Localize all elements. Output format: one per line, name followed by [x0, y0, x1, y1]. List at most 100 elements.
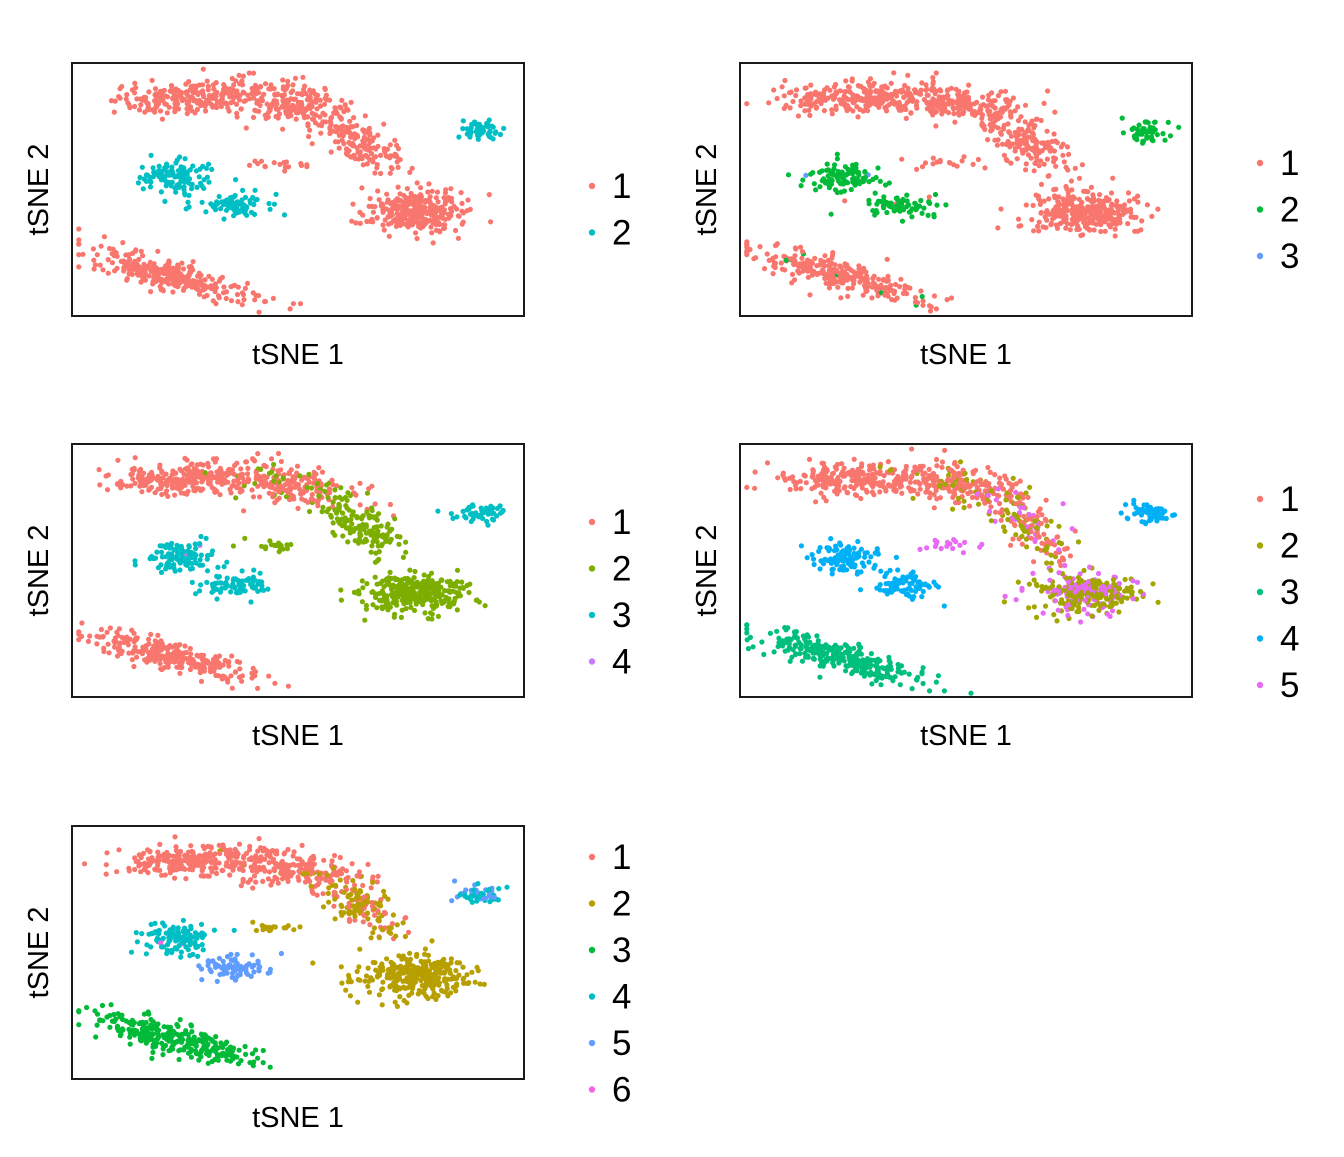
point-cluster-1: [820, 268, 826, 274]
point-cluster-2: [834, 189, 841, 196]
point-cluster-1: [806, 260, 812, 266]
point-cluster-1: [942, 94, 949, 100]
point-cluster-1: [329, 114, 335, 120]
point-cluster-1: [934, 101, 941, 107]
point-cluster-1: [986, 112, 992, 118]
point-cluster-1: [1108, 211, 1114, 217]
point-cluster-1: [238, 466, 244, 472]
point-cluster-2: [476, 121, 482, 127]
point-cluster-1: [1044, 217, 1050, 223]
point-cluster-5: [1130, 578, 1136, 584]
point-cluster-2: [486, 133, 492, 139]
point-cluster-2: [304, 484, 310, 490]
point-cluster-1: [317, 114, 323, 120]
point-cluster-1: [224, 101, 230, 107]
point-cluster-1: [1022, 134, 1028, 140]
point-cluster-1: [286, 471, 292, 477]
point-cluster-1: [1034, 514, 1040, 520]
point-cluster-1: [1006, 129, 1012, 135]
point-cluster-1: [241, 98, 247, 104]
point-cluster-2: [334, 516, 340, 522]
point-cluster-1: [120, 240, 126, 246]
point-cluster-2: [412, 590, 418, 596]
point-cluster-1: [134, 271, 140, 277]
point-cluster-1: [394, 222, 400, 228]
point-cluster-2: [194, 184, 200, 190]
point-cluster-1: [129, 263, 135, 269]
point-cluster-1: [982, 165, 988, 171]
point-cluster-1: [115, 457, 121, 463]
point-cluster-1: [160, 645, 166, 651]
point-cluster-1: [214, 104, 220, 111]
point-cluster-2: [834, 156, 841, 162]
point-cluster-1: [841, 93, 847, 99]
point-cluster-1: [136, 107, 143, 113]
point-cluster-3: [244, 577, 250, 583]
point-cluster-3: [132, 558, 138, 564]
point-cluster-1: [790, 98, 796, 105]
point-cluster-1: [137, 264, 143, 270]
point-cluster-1: [283, 86, 289, 92]
legend-label-2: 2: [1280, 191, 1299, 230]
point-cluster-1: [791, 257, 797, 263]
point-cluster-1: [1081, 188, 1087, 194]
point-cluster-3: [167, 557, 173, 563]
point-cluster-1: [966, 82, 972, 88]
point-cluster-2: [413, 597, 419, 603]
point-cluster-1: [442, 190, 448, 196]
point-cluster-1: [76, 631, 82, 637]
point-cluster-3: [197, 588, 203, 594]
point-cluster-1: [155, 486, 161, 492]
point-cluster-1: [268, 82, 274, 88]
point-cluster-1: [829, 252, 836, 259]
point-cluster-2: [278, 544, 284, 550]
point-cluster-1: [389, 200, 395, 206]
point-cluster-1: [133, 635, 139, 641]
point-cluster-1: [97, 482, 103, 488]
point-cluster-1: [1051, 155, 1057, 161]
point-cluster-1: [270, 295, 276, 301]
point-cluster-2: [266, 200, 272, 207]
point-cluster-1: [1035, 509, 1041, 515]
point-cluster-1: [354, 122, 360, 129]
point-cluster-1: [142, 272, 148, 278]
point-cluster-1: [76, 252, 82, 258]
point-cluster-2: [196, 174, 202, 180]
point-cluster-1: [291, 496, 297, 502]
point-cluster-1: [859, 469, 866, 475]
point-cluster-1: [190, 259, 196, 265]
point-cluster-1: [867, 84, 873, 90]
point-cluster-1: [985, 464, 991, 471]
point-cluster-2: [918, 197, 924, 204]
point-cluster-1: [431, 203, 437, 209]
point-cluster-1: [980, 496, 986, 502]
legend-label-1: 1: [612, 167, 631, 206]
point-cluster-1: [319, 469, 326, 475]
point-cluster-2: [360, 539, 366, 545]
point-cluster-1: [797, 261, 803, 267]
point-cluster-1: [996, 501, 1003, 507]
point-cluster-1: [104, 487, 111, 493]
point-cluster-1: [159, 279, 165, 286]
point-cluster-2: [426, 592, 432, 599]
point-cluster-1: [864, 477, 870, 484]
point-cluster-1: [203, 108, 209, 114]
point-cluster-1: [1011, 522, 1018, 528]
point-cluster-1: [950, 494, 956, 500]
point-cluster-2: [1001, 524, 1007, 530]
point-cluster-1: [350, 201, 356, 207]
point-cluster-1: [1003, 156, 1009, 163]
point-cluster-1: [993, 117, 999, 123]
point-cluster-5: [1069, 526, 1075, 532]
point-cluster-5: [974, 491, 980, 497]
point-cluster-1: [100, 267, 106, 273]
point-cluster-1: [1048, 222, 1054, 228]
point-cluster-1: [841, 485, 847, 491]
point-cluster-1: [791, 478, 797, 484]
point-cluster-2: [392, 516, 398, 522]
point-cluster-3: [488, 510, 495, 516]
point-cluster-1: [1053, 186, 1059, 192]
point-cluster-1: [944, 297, 950, 303]
point-cluster-2: [866, 197, 872, 203]
point-cluster-1: [456, 213, 462, 219]
